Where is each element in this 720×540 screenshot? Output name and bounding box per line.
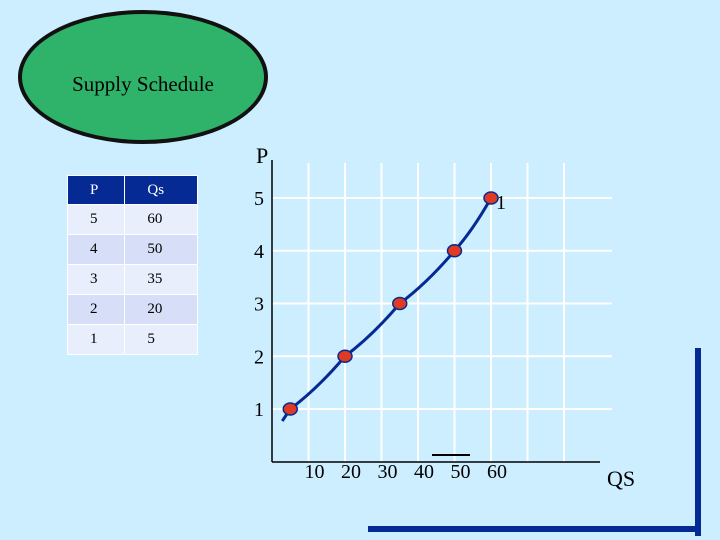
data-point — [282, 402, 298, 416]
x-tick-label: 10 — [305, 461, 325, 483]
cell-p: 5 — [66, 204, 126, 235]
y-tick-label: 1 — [254, 399, 264, 421]
x-axis-label: QS — [607, 466, 635, 491]
supply-schedule-table: P Qs 5 60 4 50 3 35 2 20 1 5 — [66, 175, 198, 355]
x-tick-label: 60 — [487, 461, 507, 483]
x-tick-label: 20 — [341, 461, 361, 483]
curve-label: 1 — [496, 192, 506, 214]
cell-p: 1 — [66, 324, 126, 355]
y-tick-label: 5 — [254, 188, 264, 210]
cell-qs: 50 — [124, 234, 198, 265]
y-tick-label: 4 — [254, 241, 264, 263]
supply-curve — [281, 197, 493, 422]
x-tick-labels: 10 20 30 40 50 60 — [305, 461, 508, 483]
decorative-vertical-bar — [695, 348, 701, 536]
title-text: Supply Schedule — [72, 72, 214, 96]
cell-qs: 35 — [124, 264, 198, 295]
title-badge: Supply Schedule — [18, 10, 268, 144]
chart-grid — [272, 163, 612, 462]
table-row: 3 35 — [66, 264, 198, 295]
data-points — [282, 191, 499, 416]
decorative-horizontal-bar — [368, 526, 701, 532]
y-tick-label: 3 — [254, 294, 264, 316]
y-tick-labels: 5 4 3 2 1 — [254, 188, 264, 421]
header-qs: Qs — [124, 175, 198, 205]
data-point — [483, 191, 499, 205]
cell-p: 4 — [66, 234, 126, 265]
x-tick-label: 40 — [414, 461, 434, 483]
table-row: 2 20 — [66, 294, 198, 325]
table-row: 4 50 — [66, 234, 198, 265]
table-row: 5 60 — [66, 204, 198, 235]
cell-qs: 60 — [124, 204, 198, 235]
cell-qs: 5 — [124, 324, 198, 355]
cell-p: 3 — [66, 264, 126, 295]
data-point — [337, 349, 353, 363]
table-row: 1 5 — [66, 324, 198, 355]
x-tick-label: 30 — [378, 461, 398, 483]
y-tick-label: 2 — [254, 346, 264, 368]
x-tick-label: 50 — [451, 461, 471, 483]
data-point — [392, 296, 408, 311]
y-axis-label: P — [256, 143, 268, 168]
cell-qs: 20 — [124, 294, 198, 325]
data-point — [446, 244, 463, 258]
cell-p: 2 — [66, 294, 126, 325]
